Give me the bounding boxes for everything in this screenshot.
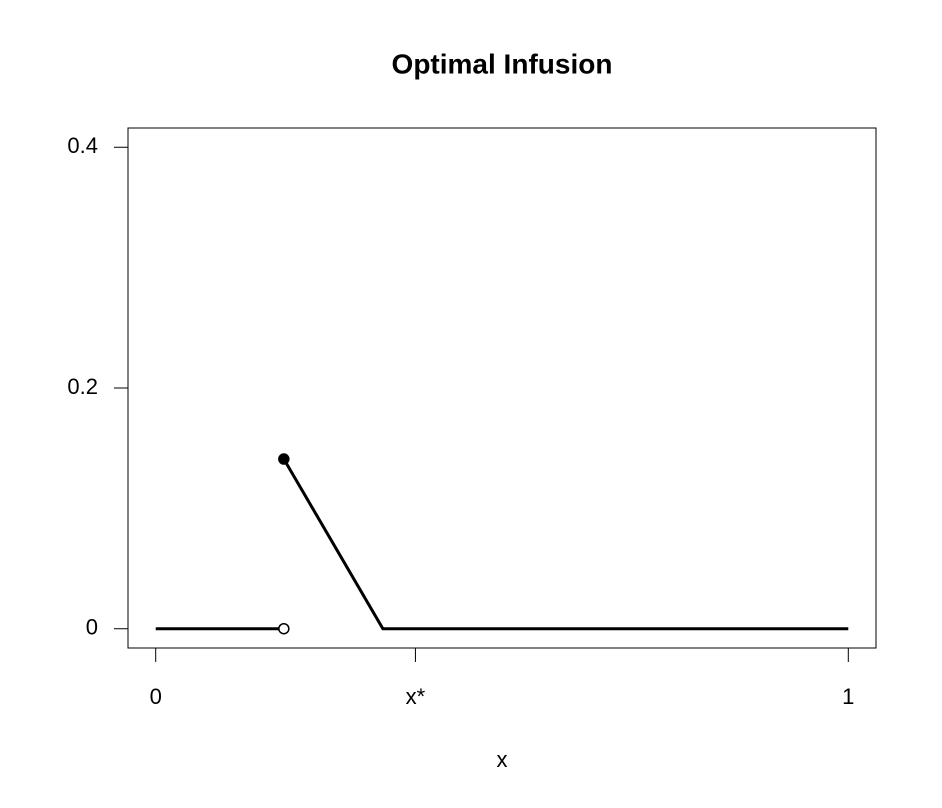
x-tick-label: 1 [842,684,854,709]
point-marker [278,453,290,465]
point-marker [278,622,290,635]
chart-title: Optimal Infusion [392,48,613,79]
data-line [155,458,849,631]
y-tick-label: 0 [86,615,98,640]
x-axis-label: x [497,747,508,772]
y-tick-label: 0.4 [67,133,98,158]
y-tick-label: 0.2 [67,374,98,399]
x-tick-label: 0 [150,684,162,709]
x-tick-label: x* [406,684,426,709]
